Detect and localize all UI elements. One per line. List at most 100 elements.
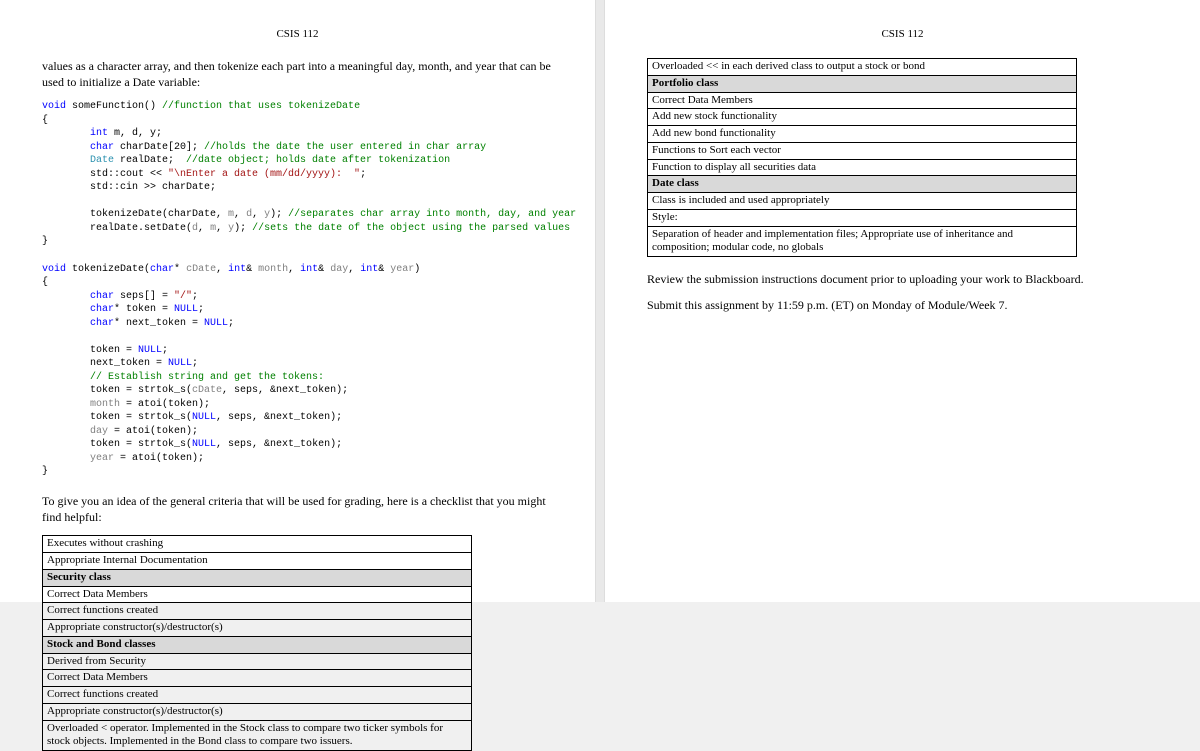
code-text: seps[] = bbox=[114, 291, 174, 302]
code-block-2: void tokenizeDate(char* cDate, int& mont… bbox=[42, 263, 553, 479]
rubric-cell: Appropriate constructor(s)/destructor(s) bbox=[43, 620, 472, 637]
param: cDate bbox=[186, 264, 216, 275]
kw: int bbox=[300, 264, 318, 275]
null: NULL bbox=[174, 304, 198, 315]
code-text: ); bbox=[234, 223, 252, 234]
rubric-cell: Correct Data Members bbox=[648, 92, 1077, 109]
comment: //separates char array into month, day, … bbox=[288, 209, 576, 220]
code-text: , bbox=[234, 209, 246, 220]
code-text: ); bbox=[270, 209, 288, 220]
code-text: * bbox=[174, 264, 186, 275]
rubric-section: Date class bbox=[648, 176, 1077, 193]
code-text: & bbox=[246, 264, 258, 275]
rubric-cell: Overloaded < operator. Implemented in th… bbox=[43, 720, 472, 751]
code-text: , seps, &next_token); bbox=[216, 412, 342, 423]
param: month bbox=[42, 399, 120, 410]
page-header-left: CSIS 112 bbox=[42, 28, 553, 40]
param: day bbox=[330, 264, 348, 275]
comment: //sets the date of the object using the … bbox=[252, 223, 570, 234]
rubric-cell: Correct functions created bbox=[43, 603, 472, 620]
rubric-cell: Correct functions created bbox=[43, 687, 472, 704]
string: "\nEnter a date (mm/dd/yyyy): " bbox=[168, 169, 360, 180]
kw: int bbox=[42, 128, 108, 139]
code-text: ; bbox=[198, 304, 204, 315]
code-text: * next_token = bbox=[114, 318, 204, 329]
code-text: { bbox=[42, 115, 48, 126]
code-text: , seps, &next_token); bbox=[216, 439, 342, 450]
code-text: realDate.setDate( bbox=[42, 223, 192, 234]
type: Date bbox=[42, 155, 114, 166]
code-text: token = bbox=[42, 345, 138, 356]
code-text: std::cout << bbox=[42, 169, 168, 180]
code-text: ; bbox=[228, 318, 234, 329]
kw: char bbox=[42, 142, 114, 153]
code-text: * token = bbox=[114, 304, 174, 315]
kw: char bbox=[42, 318, 114, 329]
code-text: tokenizeDate(charDate, bbox=[42, 209, 228, 220]
comment: //function that uses tokenizeDate bbox=[162, 101, 360, 112]
code-text: = atoi(token); bbox=[120, 399, 210, 410]
intro-text: values as a character array, and then to… bbox=[42, 58, 553, 90]
code-text: } bbox=[42, 466, 48, 477]
submit-text: Submit this assignment by 11:59 p.m. (ET… bbox=[647, 297, 1158, 313]
null: NULL bbox=[192, 439, 216, 450]
kw: char bbox=[42, 304, 114, 315]
code-text: , seps, &next_token); bbox=[222, 385, 348, 396]
comment: //holds the date the user entered in cha… bbox=[204, 142, 486, 153]
code-text: & bbox=[378, 264, 390, 275]
code-text: { bbox=[42, 277, 48, 288]
page-header-right: CSIS 112 bbox=[647, 28, 1158, 40]
rubric-cell: Correct Data Members bbox=[43, 670, 472, 687]
rubric-cell: Derived from Security bbox=[43, 653, 472, 670]
code-text: , bbox=[288, 264, 300, 275]
code-text: someFunction() bbox=[66, 101, 162, 112]
code-text: = atoi(token); bbox=[108, 426, 198, 437]
rubric-cell: Overloaded << in each derived class to o… bbox=[648, 59, 1077, 76]
rubric-cell: Appropriate constructor(s)/destructor(s) bbox=[43, 703, 472, 720]
kw: int bbox=[228, 264, 246, 275]
code-text: , bbox=[216, 223, 228, 234]
code-text: , bbox=[216, 264, 228, 275]
rubric-cell: Functions to Sort each vector bbox=[648, 142, 1077, 159]
rubric-cell: Correct Data Members bbox=[43, 586, 472, 603]
code-text: realDate; bbox=[114, 155, 186, 166]
rubric-section: Security class bbox=[43, 569, 472, 586]
param: day bbox=[42, 426, 108, 437]
rubric-cell: Add new stock functionality bbox=[648, 109, 1077, 126]
code-text: ; bbox=[162, 345, 168, 356]
rubric-cell: Separation of header and implementation … bbox=[648, 226, 1077, 257]
code-text: } bbox=[42, 236, 48, 247]
kw: char bbox=[42, 291, 114, 302]
code-text: charDate[20]; bbox=[114, 142, 204, 153]
code-text: next_token = bbox=[42, 358, 168, 369]
code-text: , bbox=[198, 223, 210, 234]
checklist-intro: To give you an idea of the general crite… bbox=[42, 493, 553, 525]
null: NULL bbox=[204, 318, 228, 329]
param: cDate bbox=[192, 385, 222, 396]
code-text: ; bbox=[192, 358, 198, 369]
code-text: , bbox=[348, 264, 360, 275]
null: NULL bbox=[138, 345, 162, 356]
rubric-cell: Executes without crashing bbox=[43, 536, 472, 553]
code-text: ) bbox=[414, 264, 420, 275]
string: "/" bbox=[174, 291, 192, 302]
review-text: Review the submission instructions docum… bbox=[647, 271, 1158, 287]
code-text: , bbox=[252, 209, 264, 220]
rubric-cell: Style: bbox=[648, 209, 1077, 226]
code-text: ; bbox=[192, 291, 198, 302]
null: NULL bbox=[192, 412, 216, 423]
param: year bbox=[390, 264, 414, 275]
kw: void bbox=[42, 264, 66, 275]
rubric-cell: Function to display all securities data bbox=[648, 159, 1077, 176]
rubric-cell: Class is included and used appropriately bbox=[648, 193, 1077, 210]
page-right: CSIS 112 Overloaded << in each derived c… bbox=[605, 0, 1200, 602]
param: month bbox=[258, 264, 288, 275]
rubric-cell: Appropriate Internal Documentation bbox=[43, 553, 472, 570]
comment: // Establish string and get the tokens: bbox=[42, 372, 324, 383]
code-text: std::cin >> charDate; bbox=[42, 182, 216, 193]
null: NULL bbox=[168, 358, 192, 369]
kw: void bbox=[42, 101, 66, 112]
code-text: m, d, y; bbox=[108, 128, 162, 139]
kw: char bbox=[150, 264, 174, 275]
code-text: ; bbox=[360, 169, 366, 180]
